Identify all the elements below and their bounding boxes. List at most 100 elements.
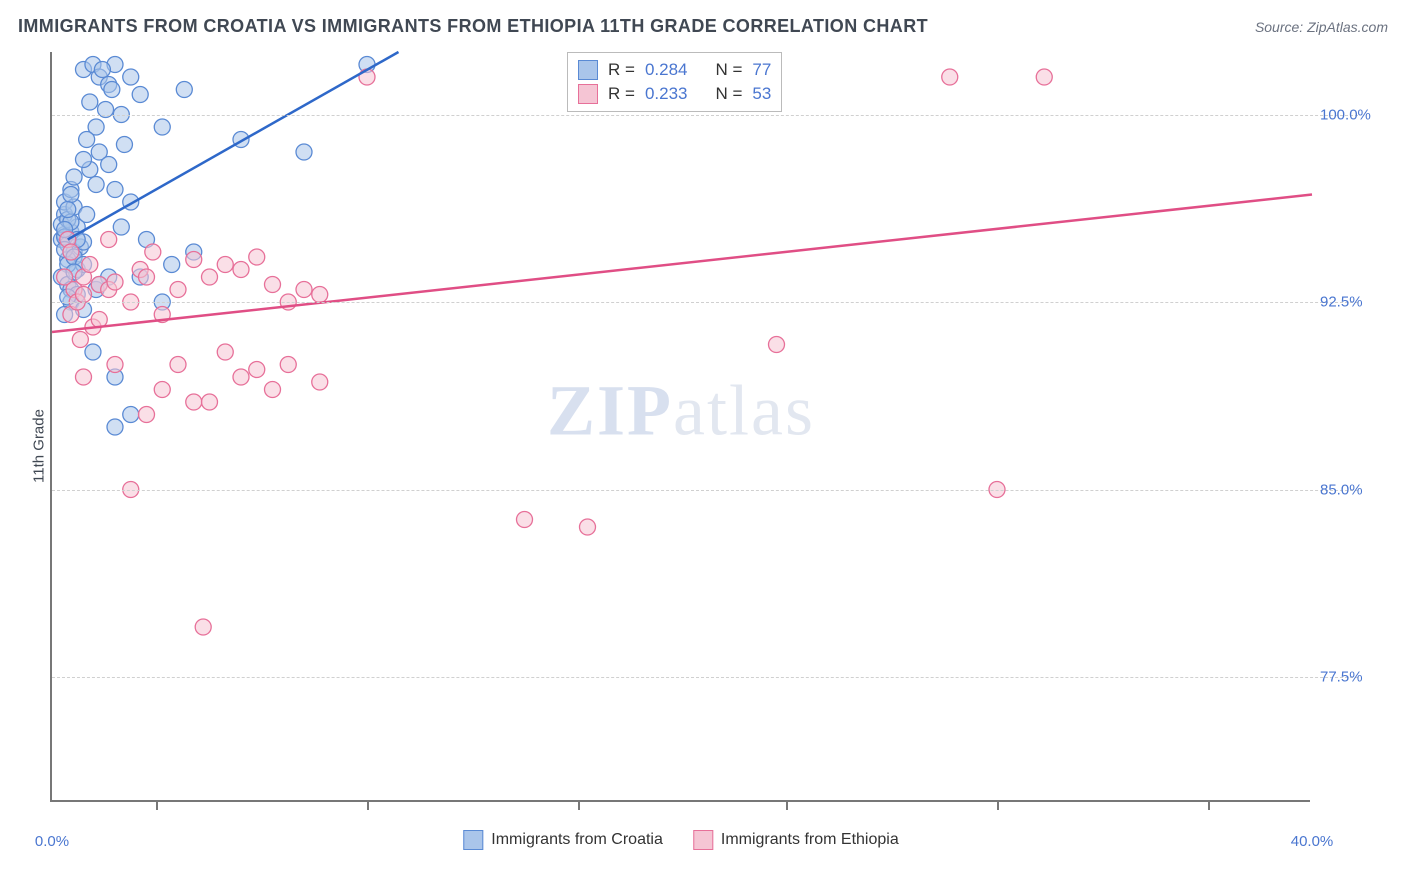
data-point [1036, 69, 1052, 85]
data-point [176, 82, 192, 98]
data-point [88, 177, 104, 193]
data-point [154, 119, 170, 135]
chart-title: IMMIGRANTS FROM CROATIA VS IMMIGRANTS FR… [18, 16, 928, 37]
data-point [101, 232, 117, 248]
data-point [82, 94, 98, 110]
x-tick [786, 800, 788, 810]
data-point [280, 357, 296, 373]
data-point [170, 282, 186, 298]
data-point [79, 132, 95, 148]
data-point [63, 244, 79, 260]
swatch-croatia [578, 60, 598, 80]
chart-svg [52, 52, 1310, 800]
data-point [312, 287, 328, 303]
data-point [85, 344, 101, 360]
x-tick-label: 0.0% [35, 833, 69, 850]
data-point [123, 69, 139, 85]
data-point [296, 144, 312, 160]
data-point [76, 287, 92, 303]
swatch-ethiopia [693, 830, 713, 850]
gridline [52, 677, 1358, 678]
data-point [107, 182, 123, 198]
legend-item-ethiopia: Immigrants from Ethiopia [693, 830, 899, 850]
data-point [63, 187, 79, 203]
data-point [72, 332, 88, 348]
data-point [769, 337, 785, 353]
data-point [154, 382, 170, 398]
data-point [113, 219, 129, 235]
stats-row-croatia: R = 0.284 N = 77 [578, 58, 771, 82]
n-label: N = [715, 84, 742, 104]
data-point [265, 277, 281, 293]
data-point [107, 357, 123, 373]
n-value: 77 [752, 60, 771, 80]
data-point [202, 269, 218, 285]
gridline [52, 302, 1358, 303]
data-point [233, 369, 249, 385]
data-point [942, 69, 958, 85]
r-value: 0.233 [645, 84, 688, 104]
data-point [123, 407, 139, 423]
data-point [217, 344, 233, 360]
n-value: 53 [752, 84, 771, 104]
y-tick-label: 85.0% [1320, 481, 1380, 498]
y-tick-label: 77.5% [1320, 669, 1380, 686]
n-label: N = [715, 60, 742, 80]
data-point [233, 262, 249, 278]
y-tick-label: 100.0% [1320, 106, 1380, 123]
data-point [66, 169, 82, 185]
r-label: R = [608, 60, 635, 80]
data-point [76, 369, 92, 385]
data-point [94, 62, 110, 78]
swatch-croatia [463, 830, 483, 850]
plot-area: ZIPatlas R = 0.284 N = 77 R = 0.233 N = … [50, 52, 1310, 802]
data-point [164, 257, 180, 273]
x-tick [1208, 800, 1210, 810]
data-point [101, 157, 117, 173]
y-axis-label: 11th Grade [30, 409, 47, 483]
gridline [52, 115, 1358, 116]
x-tick [156, 800, 158, 810]
data-point [249, 362, 265, 378]
data-point [79, 207, 95, 223]
gridline [52, 490, 1358, 491]
data-point [296, 282, 312, 298]
bottom-legend: Immigrants from Croatia Immigrants from … [463, 830, 898, 850]
source-attribution: Source: ZipAtlas.com [1255, 19, 1388, 35]
r-value: 0.284 [645, 60, 688, 80]
data-point [170, 357, 186, 373]
data-point [186, 252, 202, 268]
data-point [139, 407, 155, 423]
data-point [116, 137, 132, 153]
data-point [195, 619, 211, 635]
data-point [249, 249, 265, 265]
data-point [202, 394, 218, 410]
data-point [107, 274, 123, 290]
x-tick [997, 800, 999, 810]
data-point [265, 382, 281, 398]
data-point [57, 269, 73, 285]
data-point [107, 419, 123, 435]
swatch-ethiopia [578, 84, 598, 104]
legend-item-croatia: Immigrants from Croatia [463, 830, 663, 850]
x-tick [367, 800, 369, 810]
data-point [104, 82, 120, 98]
data-point [82, 257, 98, 273]
data-point [186, 394, 202, 410]
x-tick-label: 40.0% [1291, 833, 1334, 850]
stats-legend-box: R = 0.284 N = 77 R = 0.233 N = 53 [567, 52, 782, 112]
data-point [359, 69, 375, 85]
x-tick [578, 800, 580, 810]
stats-row-ethiopia: R = 0.233 N = 53 [578, 82, 771, 106]
legend-label: Immigrants from Ethiopia [721, 831, 899, 849]
data-point [312, 374, 328, 390]
data-point [217, 257, 233, 273]
data-point [60, 202, 76, 218]
legend-label: Immigrants from Croatia [491, 831, 663, 849]
data-point [132, 87, 148, 103]
data-point [145, 244, 161, 260]
data-point [76, 152, 92, 168]
data-point [580, 519, 596, 535]
data-point [139, 269, 155, 285]
r-label: R = [608, 84, 635, 104]
